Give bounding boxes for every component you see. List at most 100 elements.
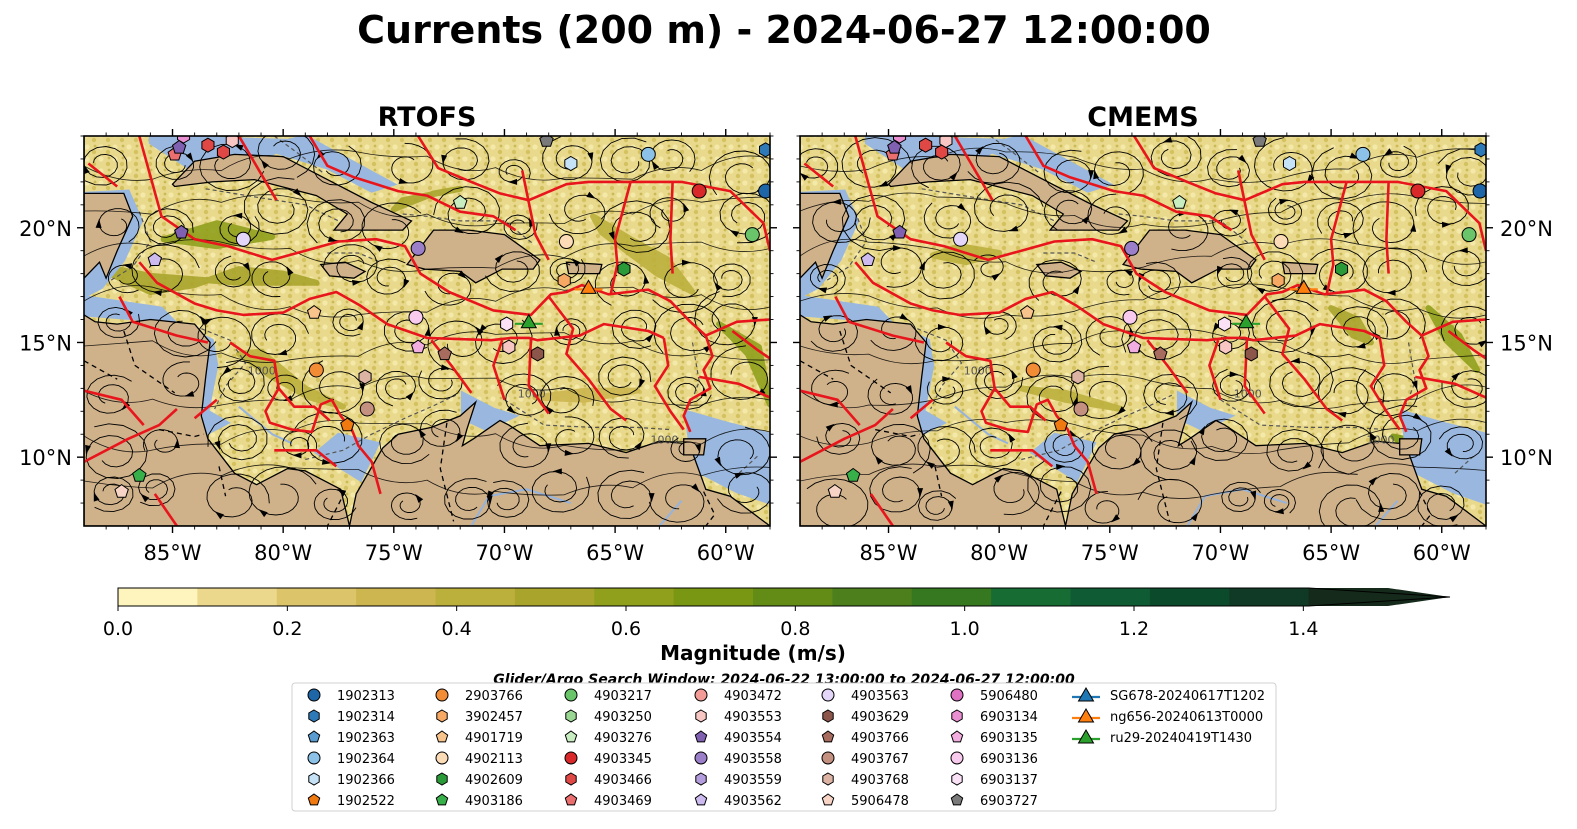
legend-label: 4903217: [594, 689, 652, 704]
streamline-arrow: [875, 455, 883, 465]
streamline-arrow: [93, 492, 100, 502]
streamline-arrow: [1274, 508, 1284, 515]
land-trinidad: [683, 438, 707, 456]
eez-line: [84, 389, 145, 426]
eez-line: [308, 136, 517, 232]
marker-4903276: [452, 194, 468, 209]
isobath-1000: [1043, 252, 1097, 263]
marker-4903553: [939, 136, 953, 149]
streamline-arrow: [587, 152, 594, 162]
eez-line: [609, 181, 632, 295]
streamline-arrow: [1478, 340, 1486, 348]
marker-ng656-20240613T0000-triangle: [1295, 279, 1313, 294]
marker-4903276: [1172, 194, 1187, 209]
axes-rtofs: 85°W 80°W 75°W 70°W 65°W 60°W 20°N 15°N 10°N: [19, 129, 777, 565]
marker-4903767: [359, 401, 375, 417]
legend-marker: [435, 688, 449, 702]
legend-marker: [821, 730, 835, 743]
marker-4903563: [235, 231, 251, 247]
legend-item: 6903134: [951, 709, 1038, 725]
streamline-arrow: [825, 423, 835, 432]
legend-item: 4903466: [565, 772, 652, 788]
streamline-arrow: [234, 144, 244, 151]
streamline-arrow: [261, 159, 269, 169]
streamline-arrow: [1290, 357, 1300, 364]
colorbar-tick-label: 1.0: [950, 618, 980, 640]
legend-marker: [565, 709, 577, 723]
streamline-arrow: [879, 180, 889, 187]
marker-4903466: [935, 144, 949, 160]
marker-1902364: [640, 146, 656, 162]
legend-item: 5906480: [950, 688, 1038, 704]
legend-item: 6903136: [950, 751, 1038, 767]
marker-4903553: [1219, 339, 1233, 355]
streamline-arrow: [800, 172, 809, 181]
streamline-arrow: [321, 458, 332, 465]
streamline-arrow: [925, 461, 935, 469]
eez-line: [1132, 136, 1347, 202]
streamlines: [84, 136, 770, 523]
colorbar-tick-label: 1.4: [1288, 618, 1318, 640]
legend-marker: [307, 793, 321, 806]
streamline-arrow: [682, 259, 691, 266]
streamline-arrow: [1088, 170, 1095, 180]
marker-4902113: [1273, 234, 1289, 250]
legend-label: 1902363: [337, 731, 395, 746]
legend-item: 4903766: [821, 730, 909, 746]
eez-line: [416, 136, 631, 202]
streamline-arrow: [1189, 456, 1196, 466]
x-tick-label: 70°W: [1191, 541, 1249, 565]
legend-marker: [950, 751, 964, 765]
streamline-arrow: [1458, 247, 1468, 254]
marker-3902457: [1271, 272, 1285, 289]
speed-band: [235, 348, 346, 410]
marker-4903562: [860, 252, 876, 266]
streamline-arrow: [184, 390, 195, 397]
legend-marker: [695, 772, 707, 786]
legend-label: 1902364: [337, 752, 395, 767]
legend-label: 6903135: [980, 731, 1038, 746]
streamline-arrow: [817, 287, 828, 294]
streamline-arrow: [1256, 287, 1266, 295]
marker-4903629: [531, 346, 545, 362]
country-border: [1155, 422, 1171, 522]
colorbar-segment: [991, 588, 1072, 606]
legend-label: 4903553: [724, 710, 782, 725]
marker-1902313: [1472, 183, 1486, 199]
streamline-arrow: [508, 178, 518, 185]
legend-marker: [564, 793, 578, 806]
marker-ng656-20240613T0000-triangle: [580, 279, 597, 294]
speed-band: [532, 387, 641, 403]
isobath-label: 1000: [248, 365, 276, 378]
legend-marker: [821, 793, 835, 806]
legend-item: ru29-20240419T1430: [1072, 728, 1252, 746]
x-tick-label: 65°W: [586, 541, 644, 565]
marker-6903134: [177, 136, 191, 144]
eez-line: [1146, 339, 1189, 394]
marker-4901719: [1020, 304, 1035, 319]
x-tick-label: 85°W: [144, 541, 202, 565]
colorbar-segment: [118, 588, 198, 606]
marker-1902366: [1283, 155, 1297, 172]
streamline-arrow: [1444, 447, 1453, 457]
legend-box: [291, 682, 1277, 812]
legend-marker: [435, 751, 449, 765]
eez-line: [1385, 181, 1390, 274]
marker-4903767: [1073, 401, 1089, 417]
marker-4903553: [502, 339, 516, 355]
legend-item: SG678-20240617T1202: [1072, 686, 1265, 704]
y-tick-label: 20°N: [19, 217, 72, 241]
marker-4903554: [887, 139, 902, 154]
streamline-arrow: [957, 203, 967, 212]
eez-line: [993, 387, 1047, 422]
eez-line: [854, 136, 1408, 323]
eez-line: [229, 341, 382, 495]
shelf-water: [1029, 432, 1097, 483]
marker-1902364: [1355, 146, 1371, 162]
eez-line: [869, 493, 894, 526]
isobath-1000: [1454, 454, 1476, 474]
streamline-arrow: [729, 230, 740, 237]
eez-line: [1325, 181, 1348, 295]
river: [658, 500, 683, 526]
legend-marker: [435, 793, 449, 806]
